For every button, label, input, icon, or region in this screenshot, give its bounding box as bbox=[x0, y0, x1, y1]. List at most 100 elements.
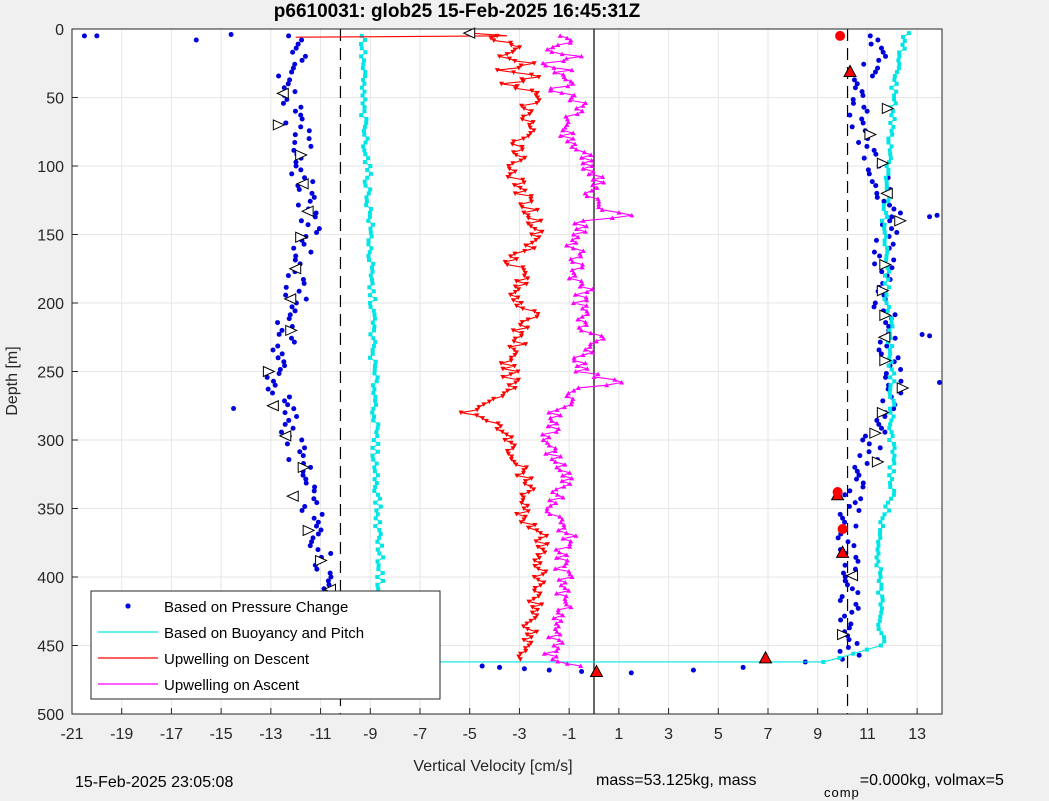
buoyancy-point bbox=[864, 647, 869, 652]
upwelling-ascent-point bbox=[596, 199, 602, 204]
footer-timestamp-text: 15-Feb-2025 23:05:08 bbox=[75, 774, 234, 791]
upwelling-descent-point bbox=[526, 490, 532, 495]
chart-title: p6610031: glob25 15-Feb-2025 16:45:31Z bbox=[274, 1, 641, 22]
footer-comp-rest: =0.000kg, volmax=5 bbox=[859, 772, 1004, 789]
buoyancy-point bbox=[891, 124, 896, 129]
pressure-point bbox=[879, 269, 885, 275]
upwelling-ascent-point bbox=[553, 429, 559, 434]
x-tick-label: -3 bbox=[512, 726, 526, 743]
pressure-point bbox=[291, 245, 297, 251]
upwelling-descent-point bbox=[523, 243, 529, 248]
buoyancy-point bbox=[886, 136, 891, 141]
upwelling-descent-point bbox=[483, 418, 489, 424]
upwelling-descent-point bbox=[529, 109, 535, 114]
pressure-point bbox=[308, 249, 314, 255]
buoyancy-point bbox=[892, 379, 897, 384]
pressure-outlier-point bbox=[228, 31, 234, 37]
upwelling-ascent-point bbox=[567, 541, 573, 547]
upwelling-ascent-point bbox=[579, 264, 585, 270]
buoyancy-point bbox=[884, 293, 889, 298]
upwelling-ascent-point bbox=[594, 185, 600, 190]
pressure-point bbox=[319, 511, 325, 517]
upwelling-descent-point bbox=[539, 602, 545, 607]
x-tick-label: 3 bbox=[664, 726, 673, 743]
upwelling-descent-point bbox=[521, 517, 527, 522]
pressure-point bbox=[856, 507, 862, 513]
pressure-point bbox=[301, 280, 307, 286]
buoyancy-point bbox=[887, 355, 892, 360]
upwelling-ascent-point bbox=[554, 464, 560, 470]
footer-comp: comp=0.000kg, volmax=5 bbox=[824, 772, 1004, 800]
pressure-point bbox=[306, 128, 312, 134]
buoyancy-point bbox=[886, 140, 891, 145]
upwelling-ascent-point bbox=[595, 196, 601, 201]
upwelling-ascent-point bbox=[560, 473, 566, 478]
buoyancy-point bbox=[369, 277, 374, 282]
x-tick-label: -11 bbox=[310, 726, 332, 743]
upwelling-ascent-point bbox=[619, 379, 625, 385]
upwelling-descent-point bbox=[514, 511, 520, 517]
upwelling-descent-point bbox=[529, 610, 535, 616]
upwelling-ascent-point bbox=[560, 495, 566, 500]
upwelling-descent-point bbox=[518, 301, 524, 306]
buoyancy-point bbox=[883, 504, 888, 509]
pressure-point bbox=[289, 304, 295, 310]
buoyancy-point bbox=[381, 555, 386, 560]
upwelling-descent-point bbox=[519, 492, 525, 498]
upwelling-descent-point bbox=[458, 410, 464, 416]
upwelling-ascent-point bbox=[572, 273, 578, 278]
buoyancy-point bbox=[371, 418, 376, 423]
pressure-point bbox=[279, 327, 285, 333]
pressure-point bbox=[299, 37, 305, 43]
upwelling-ascent-point bbox=[555, 42, 561, 47]
buoyancy-point bbox=[371, 383, 376, 388]
upwelling-descent-point bbox=[528, 640, 534, 646]
upwelling-descent-point bbox=[513, 153, 519, 158]
upwelling-ascent-point bbox=[583, 295, 589, 300]
pressure-point bbox=[869, 73, 875, 79]
upwelling-descent-point bbox=[529, 232, 535, 237]
upwelling-ascent-point bbox=[552, 459, 558, 464]
upwelling-ascent-point bbox=[561, 563, 567, 569]
buoyancy-point bbox=[376, 586, 381, 591]
pressure-point bbox=[328, 574, 334, 580]
upwelling-ascent-point bbox=[575, 316, 581, 322]
upwelling-ascent-point bbox=[583, 223, 589, 229]
pressure-point bbox=[892, 312, 898, 318]
buoyancy-point bbox=[375, 539, 380, 544]
footer-mass-text: mass=53.125kg, mass bbox=[596, 772, 757, 789]
buoyancy-point bbox=[363, 70, 368, 75]
upwelling-ascent-point bbox=[589, 163, 595, 168]
buoyancy-point bbox=[906, 31, 911, 36]
buoyancy-point bbox=[886, 171, 891, 176]
buoyancy-point bbox=[888, 156, 893, 161]
upwelling-ascent-point bbox=[561, 58, 567, 63]
pressure-point bbox=[849, 586, 855, 592]
upwelling-descent-point bbox=[491, 38, 497, 43]
pressure-point bbox=[325, 578, 331, 584]
upwelling-descent-point bbox=[512, 169, 518, 174]
upwelling-ascent-point bbox=[571, 388, 577, 393]
buoyancy-point bbox=[890, 109, 895, 114]
buoyancy-point bbox=[886, 500, 891, 505]
pressure-point bbox=[878, 45, 884, 51]
upwelling-descent-point bbox=[519, 331, 525, 336]
upwelling-ascent-point bbox=[547, 511, 553, 516]
pressure-point bbox=[299, 57, 305, 63]
upwelling-descent-point bbox=[528, 635, 534, 640]
upwelling-descent-point bbox=[506, 56, 512, 62]
pressure-point bbox=[853, 601, 859, 607]
upwelling-ascent-point bbox=[556, 637, 562, 643]
buoyancy-point bbox=[882, 230, 887, 235]
upwelling-descent-point bbox=[520, 498, 526, 503]
upwelling-ascent-point bbox=[612, 377, 618, 382]
upwelling-ascent-point bbox=[540, 437, 546, 442]
upwelling-ascent-point bbox=[559, 478, 565, 484]
upwelling-ascent-point bbox=[563, 560, 569, 566]
upwelling-descent-point bbox=[528, 224, 534, 229]
buoyancy-point bbox=[359, 54, 364, 59]
upwelling-descent-point bbox=[512, 284, 518, 290]
upwelling-descent-point bbox=[508, 254, 514, 259]
upwelling-ascent-point bbox=[564, 393, 570, 399]
y-tick-label: 350 bbox=[37, 502, 64, 519]
